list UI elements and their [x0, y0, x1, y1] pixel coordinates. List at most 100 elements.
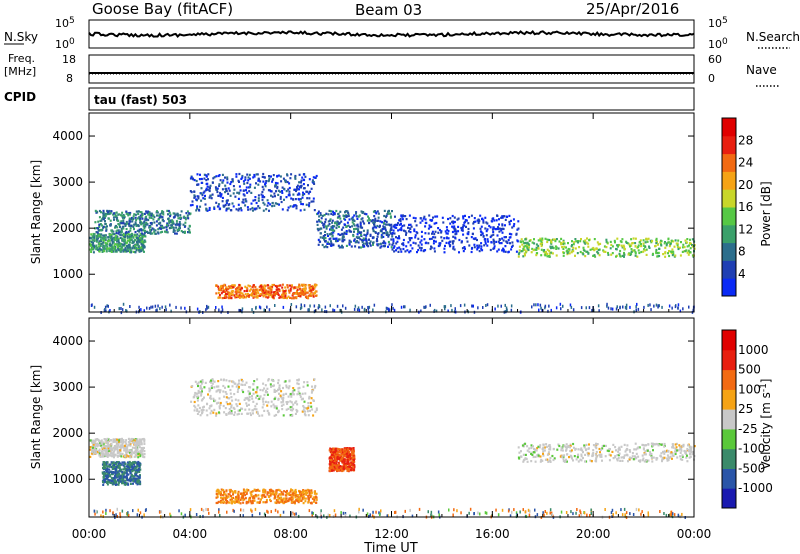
- heatmap-cell: [260, 494, 263, 497]
- heatmap-cell: [178, 223, 181, 226]
- heatmap-cell: [321, 243, 324, 247]
- heatmap-cell: [159, 213, 162, 216]
- heatmap-cell: [303, 489, 306, 492]
- heatmap-cell: [98, 245, 101, 248]
- heatmap-cell: [275, 292, 278, 295]
- heatmap-cell: [258, 206, 261, 210]
- heatmap-cell: [93, 236, 96, 239]
- heatmap-cell: [272, 294, 275, 297]
- heatmap-cell: [208, 208, 211, 211]
- heatmap-cell: [226, 199, 229, 202]
- heatmap-cell: [309, 502, 312, 505]
- heatmap-cell: [220, 289, 223, 292]
- heatmap-cell: [118, 439, 121, 442]
- heatmap-cell: [330, 212, 333, 216]
- heatmap-cell: [270, 287, 273, 290]
- heatmap-cell: [480, 231, 483, 234]
- heatmap-cell: [107, 236, 110, 239]
- heatmap-cell: [206, 402, 208, 405]
- heatmap-cell: [98, 450, 101, 453]
- heatmap-cell: [380, 229, 383, 233]
- heatmap-cell: [429, 218, 432, 222]
- heatmap-cell: [589, 248, 592, 251]
- heatmap-cell: [95, 452, 98, 455]
- heatmap-cell: [204, 203, 207, 206]
- heatmap-cell: [327, 224, 330, 227]
- heatmap-cell: [552, 238, 555, 241]
- heatmap-cell: [383, 209, 386, 212]
- heatmap-cell: [164, 305, 167, 309]
- heatmap-cell: [102, 212, 105, 215]
- heatmap-cell: [150, 228, 153, 232]
- heatmap-cell: [548, 249, 551, 253]
- heatmap-cell: [527, 242, 530, 246]
- heatmap-cell: [540, 244, 543, 248]
- heatmap-cell: [200, 399, 203, 402]
- heatmap-cell: [257, 494, 260, 497]
- heatmap-cell: [229, 182, 232, 186]
- heatmap-cell: [263, 494, 266, 497]
- heatmap-cell: [210, 379, 212, 382]
- heatmap-cell: [215, 390, 218, 393]
- heatmap-cell: [242, 492, 245, 495]
- heatmap-cell: [206, 306, 208, 310]
- heatmap-cell: [686, 251, 689, 254]
- heatmap-cell: [125, 449, 128, 452]
- heatmap-cell: [441, 239, 444, 242]
- heatmap-cell: [121, 214, 124, 217]
- heatmap-cell: [136, 475, 139, 478]
- heatmap-cell: [388, 212, 391, 215]
- heatmap-cell: [622, 244, 625, 247]
- heatmap-cell: [106, 225, 108, 228]
- heatmap-cell: [224, 295, 227, 298]
- heatmap-cell: [373, 223, 375, 226]
- heatmap-cell: [312, 176, 315, 179]
- heatmap-cell: [140, 246, 142, 249]
- heatmap-cell: [197, 384, 199, 388]
- heatmap-cell: [104, 450, 107, 453]
- heatmap-cell: [344, 306, 347, 310]
- heatmap-cell: [127, 455, 130, 458]
- heatmap-cell: [301, 288, 304, 291]
- heatmap-cell: [132, 477, 135, 480]
- heatmap-cell: [273, 293, 276, 296]
- heatmap-cell: [184, 218, 187, 221]
- heatmap-cell: [143, 446, 145, 450]
- heatmap-cell: [393, 308, 396, 312]
- heatmap-cell: [338, 215, 341, 218]
- heatmap-cell: [128, 222, 131, 225]
- heatmap-cell: [611, 252, 614, 255]
- heatmap-cell: [555, 254, 558, 257]
- heatmap-cell: [125, 446, 128, 449]
- heatmap-cell: [244, 397, 247, 400]
- heatmap-cell: [141, 438, 144, 441]
- heatmap-cell: [329, 233, 331, 236]
- heatmap-cell: [533, 242, 536, 245]
- heatmap-cell: [300, 181, 302, 184]
- heatmap-cell: [132, 225, 135, 228]
- heatmap-cell: [105, 213, 108, 216]
- heatmap-cell: [306, 384, 309, 387]
- heatmap-cell: [271, 202, 274, 205]
- heatmap-cell: [109, 219, 112, 222]
- heatmap-cell: [240, 383, 243, 386]
- heatmap-cell: [103, 472, 106, 476]
- heatmap-cell: [105, 453, 108, 456]
- heatmap-cell: [390, 238, 393, 241]
- heatmap-cell: [127, 233, 130, 236]
- y-tick-label: 3000: [52, 175, 83, 189]
- heatmap-cell: [123, 236, 126, 239]
- heatmap-cell: [446, 232, 449, 235]
- heatmap-cell: [393, 224, 396, 227]
- heatmap-cell: [330, 232, 333, 235]
- heatmap-cell: [300, 493, 303, 496]
- heatmap-cell: [409, 308, 411, 312]
- heatmap-cell: [247, 176, 250, 179]
- heatmap-cell: [383, 232, 386, 235]
- heatmap-cell: [397, 250, 400, 253]
- heatmap-cell: [259, 395, 262, 398]
- heatmap-cell: [451, 220, 454, 223]
- heatmap-cell: [353, 228, 355, 231]
